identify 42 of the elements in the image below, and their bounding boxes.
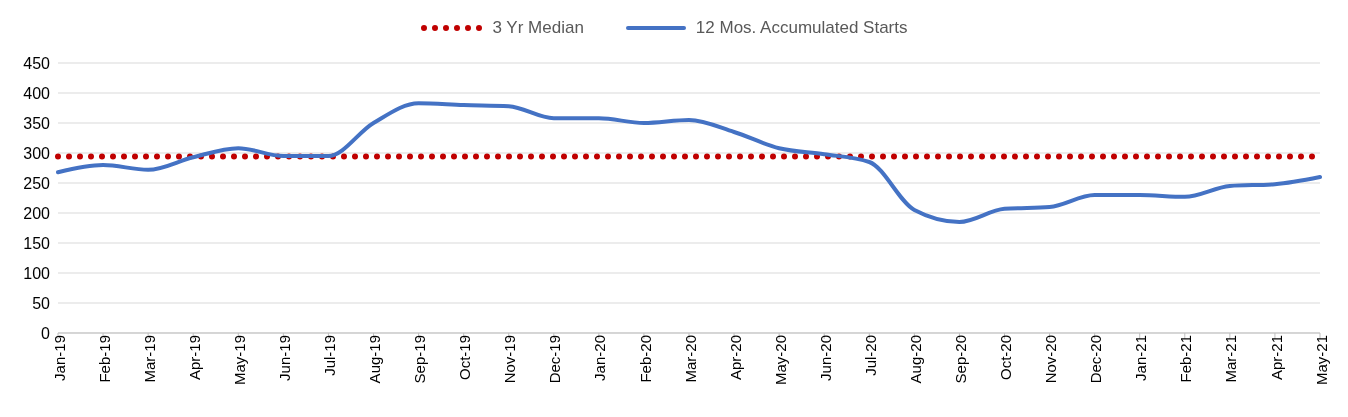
- x-tick-label: May-19: [230, 335, 248, 386]
- x-tick-label: Apr-21: [1267, 335, 1285, 381]
- x-tick-label: Oct-19: [456, 335, 474, 381]
- x-tick-label: Jul-19: [321, 335, 339, 376]
- x-tick-label: Sep-20: [952, 335, 970, 384]
- x-tick-label: Apr-20: [726, 335, 744, 381]
- y-tick-label: 250: [23, 174, 51, 192]
- x-tick-label: Jun-19: [276, 335, 294, 381]
- y-tick-label: 0: [41, 324, 51, 342]
- line-series: [56, 101, 1322, 224]
- x-tick-label: Nov-19: [501, 335, 519, 384]
- x-tick-label: Aug-20: [907, 335, 925, 384]
- x-tick-label: May-20: [771, 335, 789, 386]
- y-tick-label: 150: [23, 234, 51, 252]
- x-tick-label: Feb-20: [636, 335, 654, 383]
- x-tick-label: Mar-21: [1222, 335, 1240, 383]
- y-tick-label: 450: [23, 54, 51, 72]
- x-tick-label: Dec-19: [546, 335, 564, 384]
- y-tick-label: 350: [23, 114, 51, 132]
- x-tick-label: Aug-19: [366, 335, 384, 384]
- x-tick-label: Jan-20: [591, 335, 609, 381]
- x-tick-label: Oct-20: [997, 335, 1015, 381]
- x-tick-label: Jul-20: [861, 335, 879, 376]
- x-tick-label: Sep-19: [411, 335, 429, 384]
- legend-label: 3 Yr Median: [492, 18, 584, 38]
- y-tick-label: 100: [23, 264, 51, 282]
- x-tick-label: Apr-19: [185, 335, 203, 381]
- x-tick-label: Feb-19: [95, 335, 113, 383]
- x-tick-label: Mar-20: [681, 335, 699, 383]
- x-tick-label: Jun-20: [816, 335, 834, 381]
- x-tick-label: May-21: [1312, 335, 1330, 386]
- x-tick-label: Dec-20: [1087, 335, 1105, 384]
- x-tick-label: Jan-19: [50, 335, 68, 381]
- x-tick-label: Feb-21: [1177, 335, 1195, 383]
- x-tick-label: Jan-21: [1132, 335, 1150, 381]
- y-tick-label: 50: [32, 294, 51, 312]
- y-tick-label: 400: [23, 84, 51, 102]
- x-tick-label: Nov-20: [1042, 335, 1060, 384]
- legend-label: 12 Mos. Accumulated Starts: [695, 18, 908, 38]
- y-tick-label: 300: [23, 144, 51, 162]
- x-tick-label: Mar-19: [140, 335, 158, 383]
- y-tick-label: 200: [23, 204, 51, 222]
